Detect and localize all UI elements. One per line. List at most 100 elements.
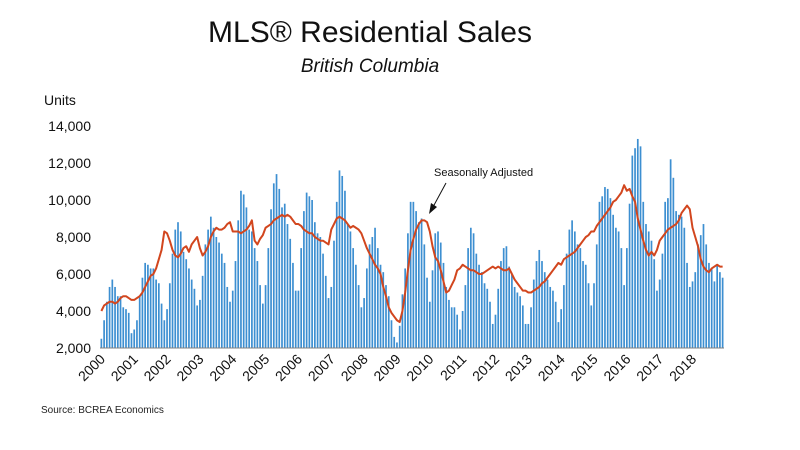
bar xyxy=(511,274,513,348)
x-tick-label: 2006 xyxy=(272,351,305,384)
bar xyxy=(267,248,270,348)
bar xyxy=(196,305,199,348)
y-tick-label: 14,000 xyxy=(48,118,91,134)
bar xyxy=(190,279,193,348)
bar xyxy=(604,187,606,348)
bar xyxy=(256,261,259,348)
bar xyxy=(209,216,212,348)
bar xyxy=(639,146,642,348)
bar xyxy=(532,279,535,348)
bar xyxy=(374,227,376,348)
bar xyxy=(188,268,190,348)
bar xyxy=(568,229,571,348)
x-tick-label: 2018 xyxy=(666,351,699,384)
x-tick-label: 2004 xyxy=(206,351,239,384)
bar xyxy=(609,198,612,348)
bar xyxy=(645,224,647,348)
bar xyxy=(376,248,379,348)
bar xyxy=(708,262,710,348)
bar xyxy=(240,190,242,348)
chart-subtitle: British Columbia xyxy=(300,56,440,77)
y-tick-label: 2,000 xyxy=(56,340,91,356)
y-tick-label: 4,000 xyxy=(56,303,91,319)
bar xyxy=(316,233,319,348)
bar xyxy=(502,248,505,348)
bar xyxy=(716,264,719,348)
annotation-arrow xyxy=(432,182,447,208)
bar xyxy=(669,159,672,348)
bar xyxy=(182,251,185,348)
bar xyxy=(207,229,209,348)
bar xyxy=(308,196,311,348)
bar xyxy=(464,285,467,348)
bar xyxy=(683,227,686,348)
x-tick-label: 2005 xyxy=(239,351,272,384)
bar xyxy=(636,138,639,348)
bar xyxy=(237,220,240,348)
bar xyxy=(469,227,472,348)
bar xyxy=(538,249,541,348)
x-tick-label: 2008 xyxy=(338,351,371,384)
bar xyxy=(587,283,590,348)
bar xyxy=(598,201,601,348)
bar xyxy=(571,220,573,348)
bar xyxy=(259,285,261,348)
bar xyxy=(694,272,697,348)
bar xyxy=(437,231,439,348)
bar xyxy=(483,283,486,348)
bar xyxy=(335,201,338,348)
y-tick-label: 12,000 xyxy=(48,155,91,171)
bar xyxy=(524,323,527,348)
bar xyxy=(623,285,625,348)
bar xyxy=(450,307,453,348)
bar xyxy=(565,253,568,348)
bar xyxy=(114,286,116,348)
bar xyxy=(617,231,620,348)
bar xyxy=(352,248,355,348)
bar xyxy=(625,248,628,348)
bar xyxy=(428,301,431,348)
bar xyxy=(472,233,475,348)
bar xyxy=(166,309,168,348)
bar xyxy=(412,201,415,348)
bar xyxy=(144,262,147,348)
bar xyxy=(204,244,207,348)
bar xyxy=(667,198,669,348)
bar xyxy=(264,285,267,348)
bar xyxy=(530,307,532,348)
bar xyxy=(303,211,305,348)
bar xyxy=(294,290,297,348)
bar xyxy=(220,253,223,348)
bar xyxy=(199,299,201,348)
bar xyxy=(371,237,374,348)
bar xyxy=(409,201,412,348)
bar xyxy=(445,286,448,348)
x-tick-label: 2011 xyxy=(437,351,470,384)
bar xyxy=(508,266,511,348)
bar xyxy=(360,307,363,348)
bar xyxy=(582,261,584,348)
bar xyxy=(543,272,546,348)
bar xyxy=(653,259,656,348)
bar xyxy=(223,262,226,348)
bar xyxy=(185,259,188,348)
bar xyxy=(122,307,125,348)
bar xyxy=(491,323,494,348)
bar xyxy=(346,224,349,348)
bar xyxy=(324,275,327,348)
bar xyxy=(417,222,420,348)
bar xyxy=(100,338,103,348)
bar xyxy=(535,261,538,348)
x-tick-label: 2002 xyxy=(140,351,173,384)
bar xyxy=(697,244,699,348)
bar xyxy=(521,305,524,348)
bar xyxy=(475,253,478,348)
bar xyxy=(420,218,423,348)
bar xyxy=(297,290,300,348)
bar xyxy=(549,286,552,348)
bar xyxy=(313,222,316,348)
bar xyxy=(234,261,237,348)
y-axis-label: Units xyxy=(44,92,76,108)
chart-title: MLS® Residential Sales xyxy=(208,16,532,49)
bar xyxy=(664,201,667,348)
